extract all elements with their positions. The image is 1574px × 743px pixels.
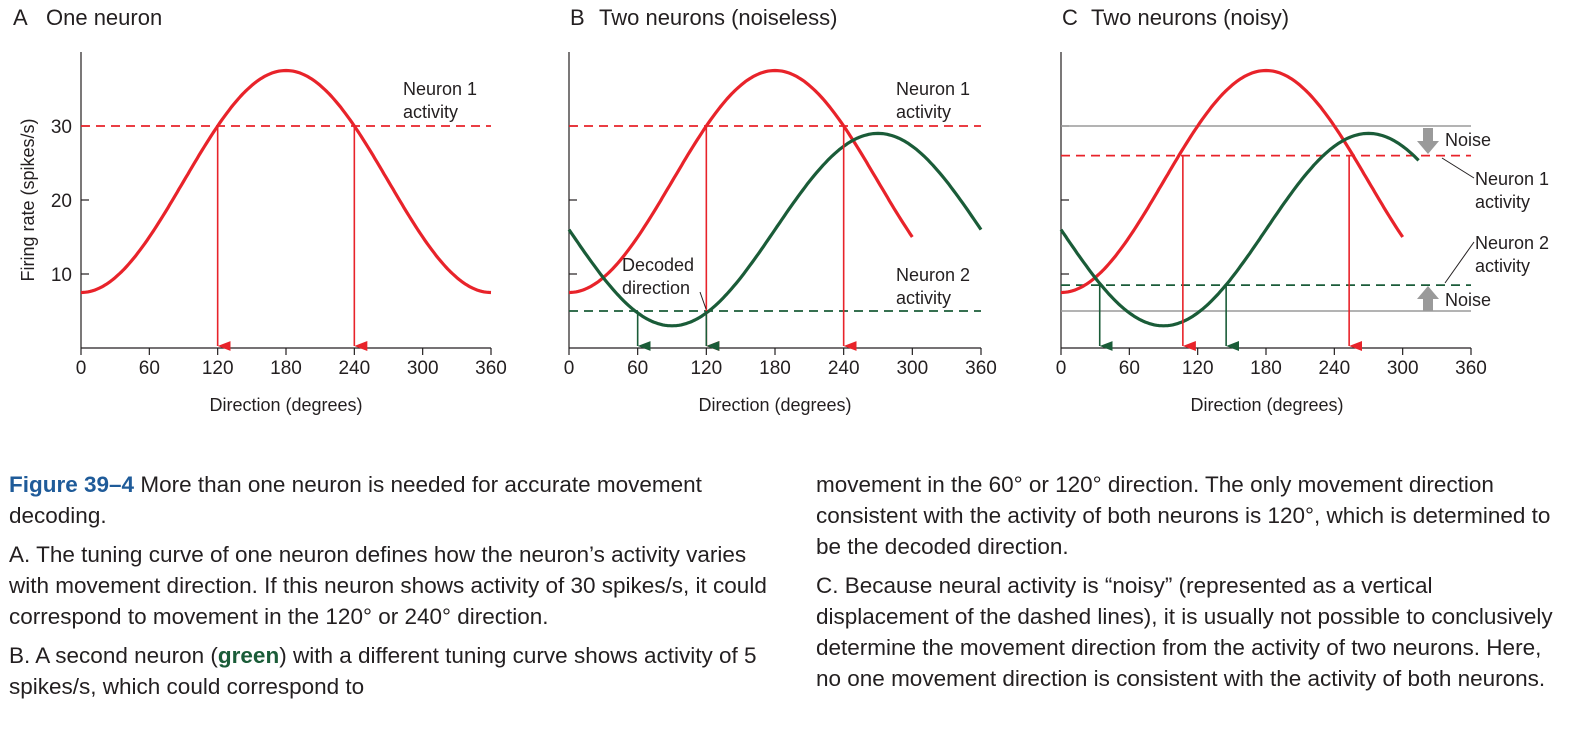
panel-b-title: Two neurons (noiseless) (599, 5, 837, 30)
panel-c-x-tick-label: 300 (1387, 358, 1419, 379)
panel-a-x-tick-label: 300 (407, 358, 439, 379)
caption-part-b-letter: B. (9, 643, 31, 668)
panel-c-plot: 0 60 120 180 240 300 360 (1056, 52, 1487, 379)
panel-a-y-tick-label: 20 (51, 191, 72, 212)
panel-b-plot: 0 60 120 180 240 300 360 (564, 52, 997, 379)
caption-part-b-text-1: A second neuron ( (35, 643, 218, 668)
panel-c-neuron2-tuning-curve (1059, 131, 1420, 328)
panel-a-x-tick-label: 180 (270, 358, 302, 379)
caption-part-b-text-2: ) with a different tuning curve shows ac… (9, 643, 757, 699)
panel-c-noise-bottom-label: Noise (1445, 290, 1491, 310)
caption-part-c: C. Because neural activity is “noisy” (r… (816, 570, 1568, 694)
panel-c-noise-top-label: Noise (1445, 130, 1491, 150)
figure-number: Figure 39–4 (9, 472, 135, 497)
panel-a: A One neuron Firing rate (spikes/s) Dire… (13, 5, 507, 415)
panel-c-letter: C (1062, 5, 1078, 30)
panel-c-neuron1-label-line1: Neuron 1 (1475, 169, 1549, 189)
caption-left-column: Figure 39–4 More than one neuron is need… (9, 469, 769, 710)
panel-a-neuron1-tuning-curve (80, 68, 492, 295)
panel-c-title: Two neurons (noisy) (1091, 5, 1289, 30)
panel-a-x-tick-label: 0 (76, 358, 87, 379)
panel-a-plot: 0 60 120 180 240 300 360 10 20 30 (51, 52, 507, 379)
caption-part-c-text: Because neural activity is “noisy” (repr… (816, 573, 1553, 691)
panel-a-x-tick-label: 240 (338, 358, 370, 379)
noise-arrow-down-icon (1417, 128, 1439, 154)
caption-part-a-text: The tuning curve of one neuron defines h… (9, 542, 767, 629)
panel-b-neuron2-label-line2: activity (896, 288, 951, 308)
panel-b-neuron1-tuning-curve (568, 68, 914, 295)
panel-c-x-tick-label: 0 (1056, 358, 1067, 379)
panel-a-y-tick-label: 30 (51, 117, 72, 138)
panel-c-x-tick-label: 180 (1250, 358, 1282, 379)
caption-part-a-letter: A. (9, 542, 31, 567)
panel-a-title: One neuron (46, 5, 162, 30)
panel-c-neuron2-label-line2: activity (1475, 256, 1530, 276)
panel-c-neuron1-leader (1441, 157, 1475, 179)
caption-right-column: movement in the 60° or 120° direction. T… (816, 469, 1568, 702)
panel-a-neuron1-label-line1: Neuron 1 (403, 79, 477, 99)
caption-part-b-green-word: green (217, 643, 280, 668)
caption-part-c-letter: C. (816, 573, 839, 598)
panel-b-x-tick-label: 0 (564, 358, 575, 379)
caption-part-b-continued: movement in the 60° or 120° direction. T… (816, 472, 1551, 559)
panel-a-xlabel: Direction (degrees) (209, 395, 362, 415)
panel-b-decoded-label-line2: direction (622, 278, 690, 298)
panel-a-y-tick-label: 10 (51, 265, 72, 286)
panel-a-x-tick-label: 60 (139, 358, 160, 379)
panel-b-decoded-leader (699, 291, 707, 310)
caption-heading: Figure 39–4 More than one neuron is need… (9, 469, 769, 531)
panel-b-decoded-label-line1: Decoded (622, 255, 694, 275)
panel-c: C Two neurons (noisy) Direction (degrees… (1056, 5, 1549, 415)
panel-c-x-tick-label: 120 (1182, 358, 1214, 379)
panel-b: B Two neurons (noiseless) Direction (deg… (564, 5, 997, 415)
panel-a-x-tick-label: 120 (202, 358, 234, 379)
panel-c-x-tick-label: 360 (1455, 358, 1487, 379)
panel-b-letter: B (570, 5, 585, 30)
panel-b-x-tick-label: 180 (759, 358, 791, 379)
figure-panels: A One neuron Firing rate (spikes/s) Dire… (13, 5, 1549, 415)
panel-b-x-tick-label: 60 (627, 358, 648, 379)
panel-b-neuron1-label-line1: Neuron 1 (896, 79, 970, 99)
panel-b-x-tick-label: 300 (896, 358, 928, 379)
panel-c-neuron1-label-line2: activity (1475, 192, 1530, 212)
figure-title: More than one neuron is needed for accur… (9, 472, 702, 528)
caption-part-a: A. The tuning curve of one neuron define… (9, 539, 769, 632)
panel-b-neuron2-label-line1: Neuron 2 (896, 265, 970, 285)
panel-a-x-tick-label: 360 (475, 358, 507, 379)
panel-a-neuron1-label-line2: activity (403, 102, 458, 122)
panel-c-neuron1-tuning-curve (1060, 68, 1405, 295)
panel-b-x-tick-label: 120 (690, 358, 722, 379)
panel-b-x-tick-label: 240 (828, 358, 860, 379)
panel-c-x-tick-label: 240 (1318, 358, 1350, 379)
panel-c-neuron2-label-line1: Neuron 2 (1475, 233, 1549, 253)
panel-c-xlabel: Direction (degrees) (1190, 395, 1343, 415)
panel-a-ylabel: Firing rate (spikes/s) (18, 118, 38, 281)
panel-b-neuron1-label-line2: activity (896, 102, 951, 122)
panel-a-letter: A (13, 5, 28, 30)
noise-arrow-up-icon (1417, 286, 1439, 311)
panel-b-xlabel: Direction (degrees) (698, 395, 851, 415)
panel-b-x-tick-label: 360 (965, 358, 997, 379)
panel-c-x-tick-label: 60 (1119, 358, 1140, 379)
caption-part-b: B. A second neuron (green) with a differ… (9, 640, 769, 702)
panel-c-neuron2-leader (1444, 241, 1475, 284)
